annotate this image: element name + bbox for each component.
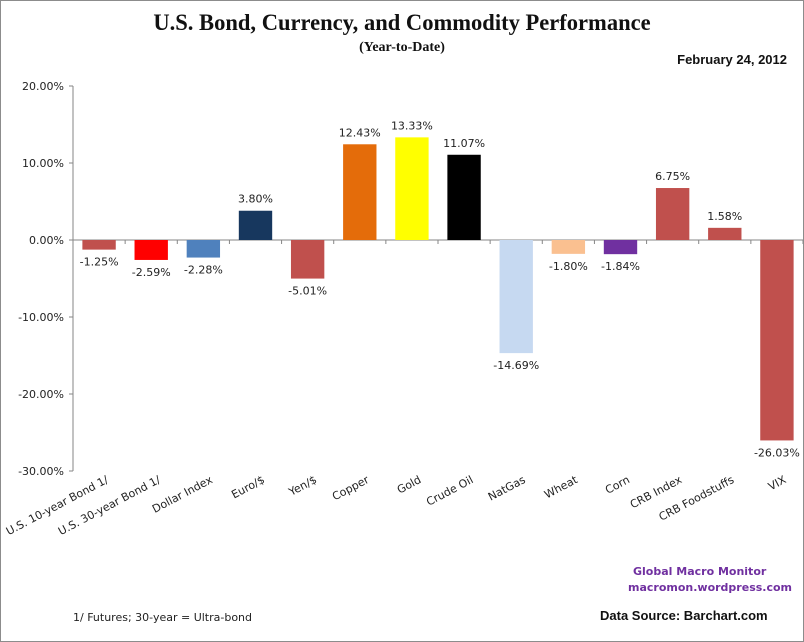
chart-title: U.S. Bond, Currency, and Commodity Perfo…: [153, 10, 651, 35]
y-tick-label: 10.00%: [22, 157, 64, 170]
category-label: Crude Oil: [424, 473, 475, 509]
category-label: Dollar Index: [150, 473, 215, 516]
bar: [395, 137, 429, 240]
category-label: Wheat: [542, 473, 580, 502]
category-label: VIX: [766, 473, 789, 493]
bar: [447, 154, 481, 240]
data-labels: -1.25% -2.59% -2.28% 3.80% -5.01% 12.43% 13.33…: [80, 119, 800, 459]
category-label: Euro/$: [229, 473, 267, 501]
data-label: 13.33%: [391, 119, 433, 132]
data-label: 12.43%: [339, 126, 381, 139]
category-labels: U.S. 10-year Bond 1/U.S. 30-year Bond 1/…: [4, 473, 789, 538]
data-label: 6.75%: [655, 170, 690, 183]
data-label: -1.80%: [549, 260, 588, 273]
bar: [499, 240, 533, 354]
axes: 20.00% 10.00% 0.00% -10.00% -20.00% -30.00%: [18, 80, 804, 478]
bar: [551, 240, 586, 254]
data-label: -5.01%: [288, 285, 327, 298]
bar: [343, 144, 377, 240]
credit-name: Global Macro Monitor: [633, 565, 767, 578]
data-label: 11.07%: [443, 137, 485, 150]
bar: [760, 240, 794, 441]
bar: [655, 188, 690, 240]
category-label: Corn: [603, 473, 632, 497]
bars: [82, 137, 794, 441]
credit-url: macromon.wordpress.com: [628, 581, 793, 594]
chart-subtitle: (Year-to-Date): [359, 40, 445, 55]
bar: [186, 240, 221, 258]
bar: [134, 240, 168, 260]
bar: [82, 240, 116, 250]
y-tick-label: -10.00%: [18, 311, 64, 324]
bar: [708, 227, 742, 240]
chart-date: February 24, 2012: [677, 52, 787, 67]
data-label: -1.84%: [601, 260, 640, 273]
data-label: -26.03%: [754, 446, 800, 459]
y-tick-label: -20.00%: [18, 388, 64, 401]
bar: [603, 240, 638, 255]
data-label: -14.69%: [493, 359, 539, 372]
y-tick-label: -30.00%: [18, 465, 64, 478]
category-label: Gold: [395, 473, 423, 496]
y-tick-label: 20.00%: [22, 80, 64, 93]
bar: [290, 240, 325, 279]
footnote: 1/ Futures; 30-year = Ultra-bond: [73, 611, 253, 624]
data-label: 1.58%: [707, 210, 742, 223]
bar: [238, 210, 273, 240]
category-label: Copper: [330, 473, 372, 503]
y-tick-label: 0.00%: [29, 234, 64, 247]
category-label: NatGas: [486, 473, 528, 504]
data-label: 3.80%: [238, 193, 273, 206]
category-label: Yen/$: [286, 473, 319, 499]
data-source: Data Source: Barchart.com: [600, 608, 768, 623]
data-label: -2.59%: [132, 266, 171, 279]
data-label: -2.28%: [184, 264, 223, 277]
data-label: -1.25%: [80, 256, 119, 269]
